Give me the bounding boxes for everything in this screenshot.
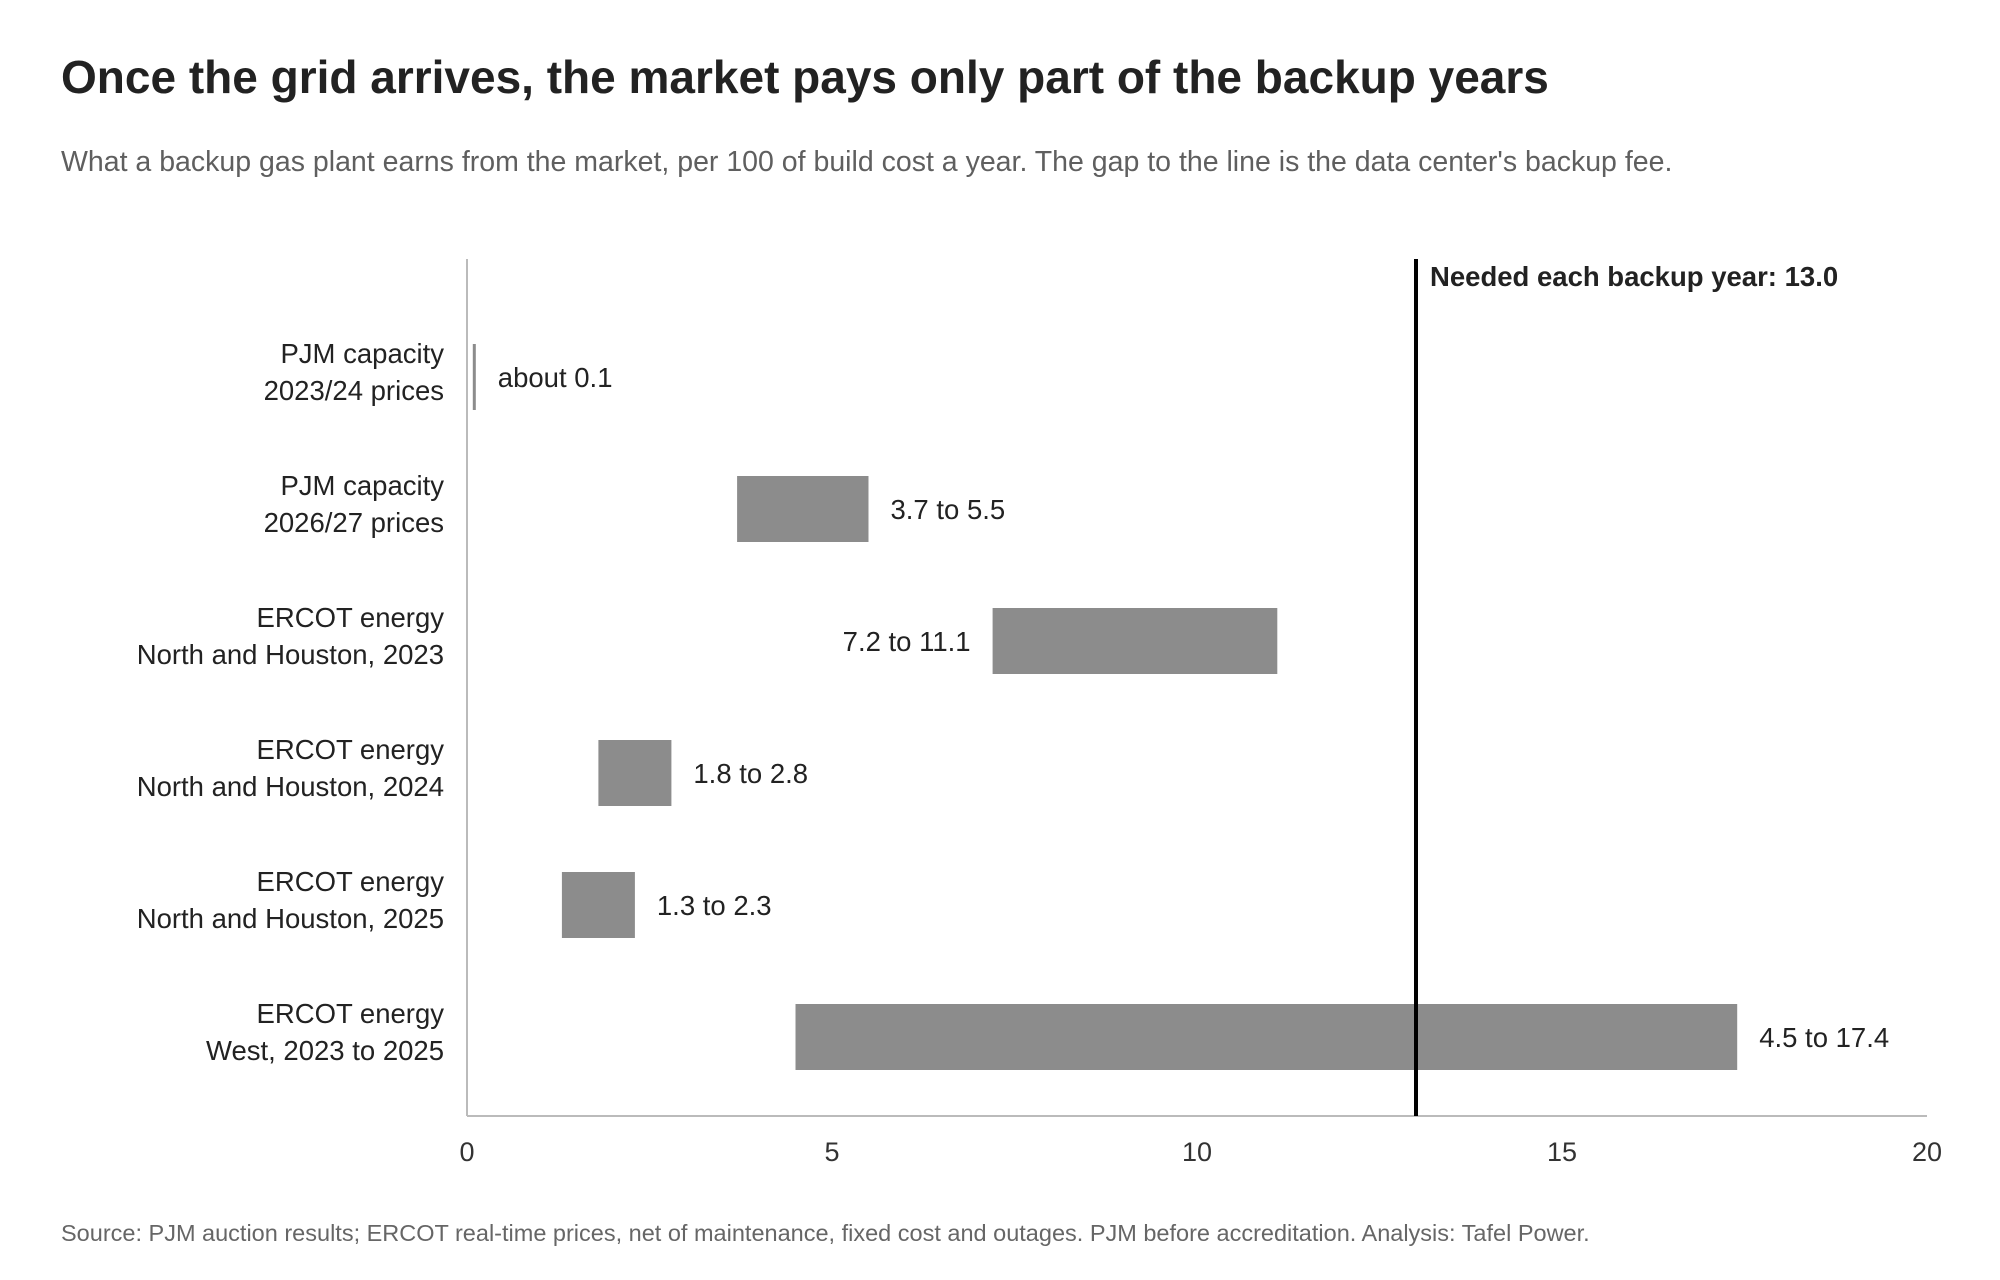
range-bar (795, 1004, 1738, 1070)
category-label-line: ERCOT energy (257, 998, 445, 1029)
category-label-line: North and Houston, 2023 (137, 639, 444, 670)
bars-layer (472, 344, 1738, 1070)
data-label: 1.3 to 2.3 (657, 890, 772, 921)
chart-title: Once the grid arrives, the market pays o… (61, 51, 1549, 103)
category-label-line: West, 2023 to 2025 (206, 1035, 444, 1066)
x-tick-label: 5 (824, 1137, 839, 1167)
data-label: 7.2 to 11.1 (843, 626, 971, 657)
data-label: about 0.1 (498, 362, 613, 393)
axes-layer: 0 5 10 15 20 (459, 259, 1942, 1167)
labels-layer: PJM capacity 2023/24 prices about 0.1 PJM c… (137, 338, 1889, 1066)
reference-line-layer: Needed each backup year: 13.0 (1414, 259, 1838, 1116)
category-label-line: ERCOT energy (257, 866, 445, 897)
range-bar (472, 344, 476, 410)
data-label: 3.7 to 5.5 (891, 494, 1006, 525)
chart-subtitle: What a backup gas plant earns from the m… (61, 146, 1673, 178)
source-note: Source: PJM auction results; ERCOT real-… (61, 1220, 1590, 1246)
range-bar (992, 608, 1278, 674)
category-label: ERCOT energy North and Houston, 2023 (137, 602, 445, 670)
category-label-line: North and Houston, 2025 (137, 903, 444, 934)
category-label-line: North and Houston, 2024 (137, 771, 444, 802)
range-bar (598, 740, 672, 806)
category-label: PJM capacity 2026/27 prices (264, 470, 445, 538)
category-label-line: PJM capacity (280, 338, 444, 369)
category-label: ERCOT energy West, 2023 to 2025 (206, 998, 444, 1066)
data-label: 4.5 to 17.4 (1759, 1022, 1889, 1053)
category-label-line: ERCOT energy (257, 734, 445, 765)
x-tick-label: 15 (1547, 1137, 1577, 1167)
category-label: ERCOT energy North and Houston, 2025 (137, 866, 445, 934)
range-bar (737, 476, 869, 542)
range-bar (561, 872, 635, 938)
category-label: ERCOT energy North and Houston, 2024 (137, 734, 445, 802)
category-label-line: PJM capacity (280, 470, 444, 501)
category-label-line: 2023/24 prices (264, 375, 444, 406)
reference-line-label: Needed each backup year: 13.0 (1430, 261, 1838, 292)
category-label: PJM capacity 2023/24 prices (264, 338, 445, 406)
x-tick-label: 20 (1912, 1137, 1942, 1167)
data-label: 1.8 to 2.8 (693, 758, 808, 789)
category-label-line: ERCOT energy (257, 602, 445, 633)
x-tick-label: 0 (459, 1137, 474, 1167)
x-tick-label: 10 (1182, 1137, 1212, 1167)
category-label-line: 2026/27 prices (264, 507, 444, 538)
